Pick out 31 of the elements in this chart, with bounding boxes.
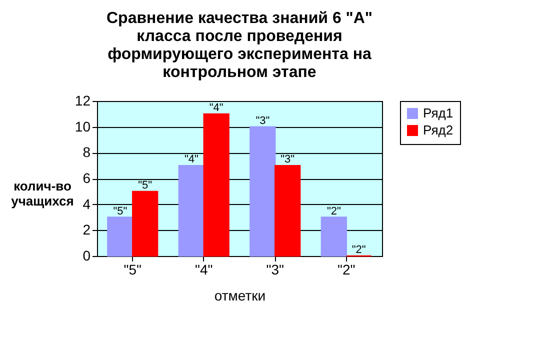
annotation: "3": [256, 114, 270, 127]
bar: [178, 164, 204, 257]
bar: [203, 113, 230, 257]
annotation: "4": [209, 102, 224, 114]
x-tick-label: "4": [195, 262, 213, 278]
y-tick-label: 2: [82, 222, 91, 238]
x-axis-title: отметки: [214, 288, 266, 304]
annotation: "2": [326, 205, 341, 218]
annotation: "3": [280, 154, 295, 166]
bar: [132, 190, 158, 257]
x-tick-label: "3": [266, 262, 284, 278]
y-tick-label: 6: [82, 170, 91, 186]
x-tick-label: "2": [338, 262, 356, 278]
bar: [107, 216, 134, 257]
legend-label: Ряд1: [423, 106, 454, 120]
y-tick-label: 12: [74, 92, 91, 108]
bar: [320, 216, 347, 257]
legend-label: Ряд2: [423, 122, 454, 138]
bar: [274, 164, 301, 257]
y-tick-label: 8: [82, 144, 91, 160]
y-tick-label: 10: [74, 118, 91, 134]
x-tick-label: "5": [124, 262, 142, 278]
annotation: "4": [184, 154, 198, 166]
bar: [250, 126, 276, 257]
annotation: "5": [113, 205, 128, 218]
y-axis-title: колич-во учащихся: [11, 178, 74, 208]
chart-title: Сравнение качества знаний 6 "А" класса после проведения формирующего эксперимента на контрольном этапе: [106, 10, 373, 81]
y-tick-label: 0: [82, 248, 91, 264]
annotation: "2": [352, 244, 366, 256]
annotation: "5": [138, 179, 152, 192]
y-tick-label: 4: [82, 196, 91, 212]
